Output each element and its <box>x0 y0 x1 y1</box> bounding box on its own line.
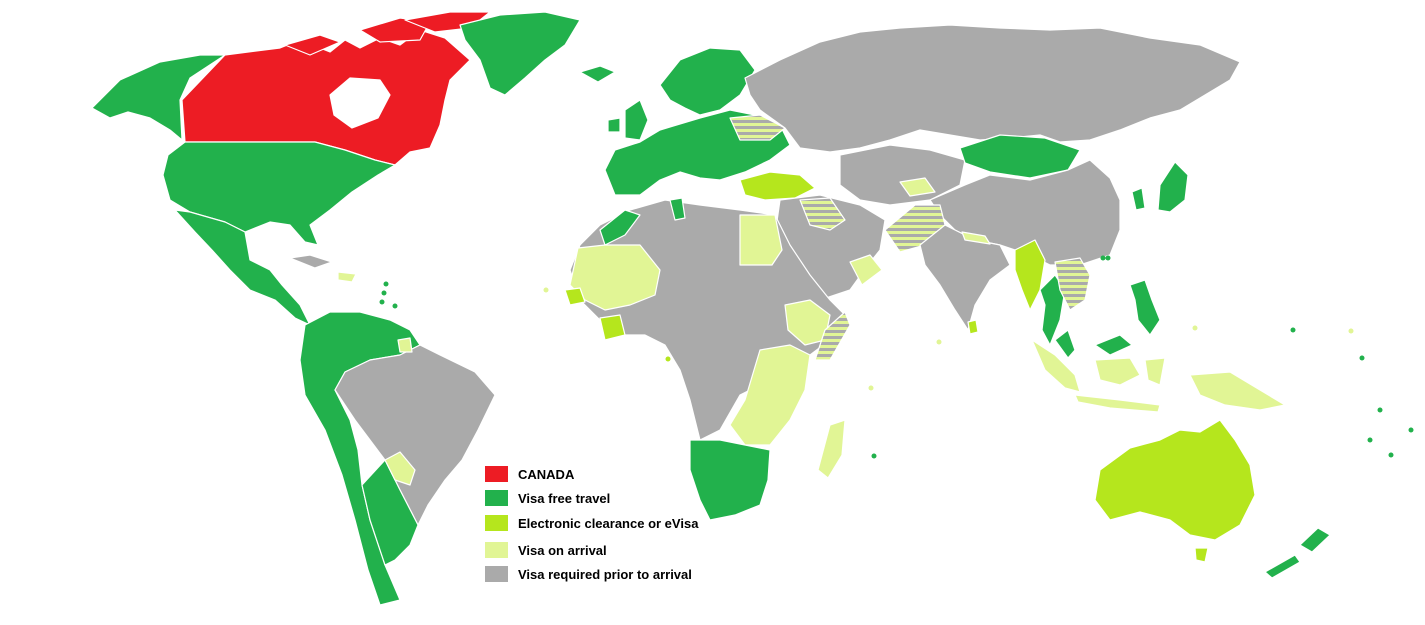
region-indonesia-borneo <box>1094 357 1141 386</box>
legend-label: Visa required prior to arrival <box>518 566 692 582</box>
region-greenland <box>459 11 581 96</box>
legend-item-canada: CANADA <box>485 465 574 483</box>
region-turkey <box>739 171 816 201</box>
region-egypt <box>739 214 783 266</box>
region-indonesia-sumatra <box>1031 339 1081 393</box>
region-kyrgyzstan <box>899 177 936 197</box>
region-alaska <box>91 54 226 141</box>
region-nepal <box>961 231 991 245</box>
region-paraguay <box>384 451 416 486</box>
region-japan <box>1157 161 1189 213</box>
legend-swatch <box>485 466 508 482</box>
region-hudson-bay <box>329 77 391 129</box>
region-papua <box>1189 371 1286 411</box>
region-korea <box>1131 187 1146 211</box>
region-malaysia <box>1054 329 1076 359</box>
legend-swatch <box>485 566 508 582</box>
legend-item-visa-free: Visa free travel <box>485 489 610 507</box>
region-indonesia-sulawesi <box>1144 357 1166 386</box>
region-scandinavia <box>659 47 756 116</box>
region-senegal <box>564 287 586 306</box>
region-mexico <box>174 209 311 326</box>
region-sri-lanka <box>967 319 979 335</box>
region-southern-africa <box>689 439 771 521</box>
region-canada-arctic-1 <box>284 34 341 56</box>
map-legend: CANADA Visa free travel Electronic clear… <box>485 465 725 590</box>
region-canada-arctic-2 <box>359 17 431 43</box>
region-new-zealand-south <box>1264 554 1301 579</box>
region-cuba <box>289 254 333 269</box>
region-ukraine <box>729 114 786 141</box>
region-morocco <box>599 209 641 246</box>
region-australia <box>1094 419 1256 541</box>
region-thailand <box>1039 274 1066 346</box>
region-iran <box>799 197 846 231</box>
region-tasmania <box>1194 547 1209 563</box>
region-hispaniola <box>337 271 357 283</box>
region-usa <box>162 141 396 246</box>
region-iceland <box>579 65 616 83</box>
region-east-africa <box>729 344 811 446</box>
region-russia <box>744 24 1241 153</box>
legend-item-visa-required: Visa required prior to arrival <box>485 565 692 583</box>
region-philippines <box>1129 279 1161 336</box>
region-oman <box>849 254 883 286</box>
region-tunisia <box>669 197 686 221</box>
legend-label: CANADA <box>518 466 575 482</box>
region-brazil <box>334 344 496 526</box>
legend-label: Visa on arrival <box>518 542 607 558</box>
legend-item-evisa: Electronic clearance or eVisa <box>485 514 698 532</box>
legend-label: Electronic clearance or eVisa <box>518 515 699 531</box>
region-new-zealand <box>1299 527 1331 553</box>
legend-label: Visa free travel <box>518 490 611 506</box>
legend-swatch <box>485 515 508 531</box>
region-madagascar <box>817 419 846 479</box>
region-ireland <box>607 117 621 133</box>
region-borneo-malaysia <box>1094 334 1133 356</box>
region-indonesia-java <box>1074 394 1161 413</box>
region-south-america-west <box>299 311 421 606</box>
region-ivory-coast <box>599 314 626 341</box>
region-indochina <box>1054 257 1091 311</box>
region-somalia <box>814 311 851 361</box>
region-uk <box>624 99 649 141</box>
region-myanmar <box>1014 239 1046 311</box>
legend-swatch <box>485 490 508 506</box>
region-suriname <box>397 337 413 353</box>
region-argentina-south <box>361 459 419 566</box>
legend-item-visa-on-arrival: Visa on arrival <box>485 541 607 559</box>
legend-swatch <box>485 542 508 558</box>
